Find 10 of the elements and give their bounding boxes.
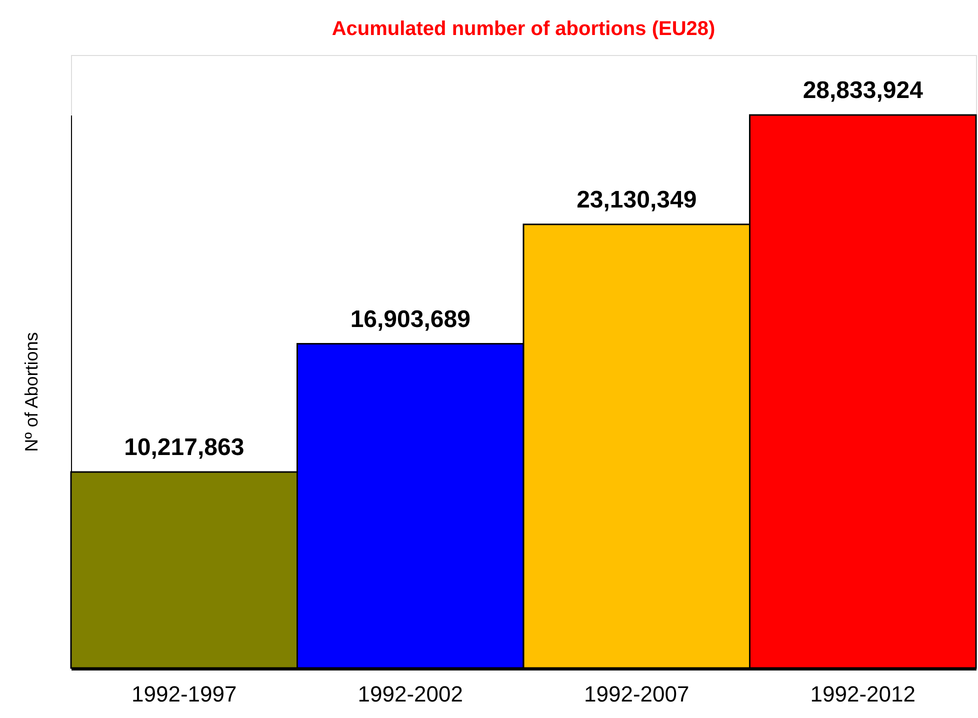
x-tick-label: 1992-2002 <box>358 682 463 706</box>
y-axis-title: Nº of Abortions <box>22 332 42 452</box>
x-tick-label: 1992-2012 <box>810 682 916 706</box>
data-label: 16,903,689 <box>350 306 470 333</box>
data-label: 10,217,863 <box>124 434 244 462</box>
x-tick-label: 1992-2007 <box>584 682 690 706</box>
x-tick-label: 1992-1997 <box>132 682 237 706</box>
data-label: 23,130,349 <box>576 186 697 214</box>
chart-title: Acumulated number of abortions (EU28) <box>332 18 716 40</box>
data-label: 28,833,924 <box>802 77 924 104</box>
